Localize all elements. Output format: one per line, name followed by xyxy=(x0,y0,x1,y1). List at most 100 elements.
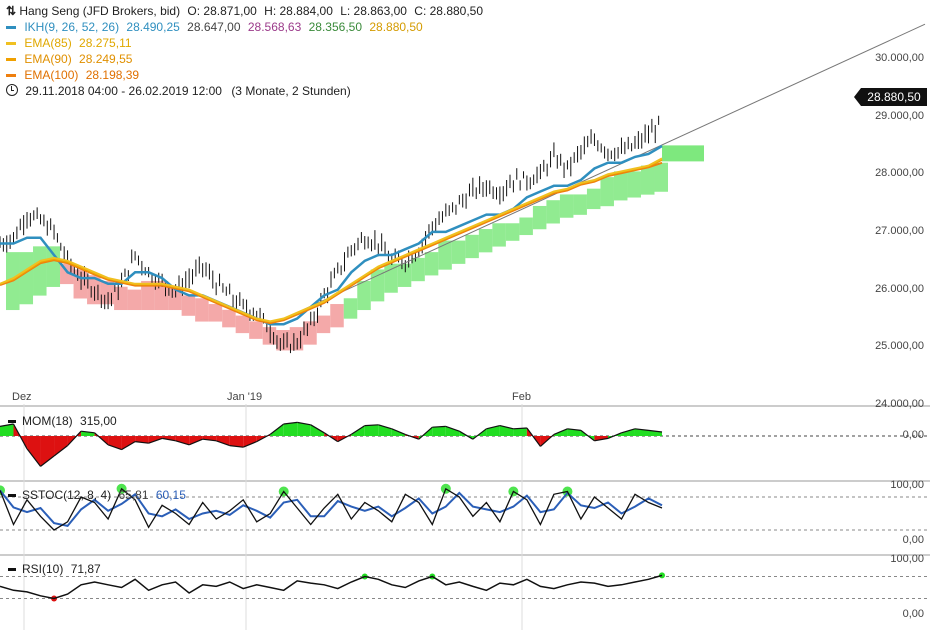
period-label: (3 Monate, 2 Stunden) xyxy=(231,84,351,98)
cloud-segment xyxy=(154,280,169,311)
stoch-pane xyxy=(0,483,930,531)
mom-line xyxy=(53,445,68,457)
cloud-segment xyxy=(357,280,371,311)
cloud-segment xyxy=(546,200,560,224)
mom-area xyxy=(445,426,460,436)
mom-area xyxy=(27,436,41,467)
y-tick-label: 27.000,00 xyxy=(875,224,924,237)
instrument-label: Hang Seng (JFD Brokers, bid) xyxy=(19,4,181,18)
mom-area xyxy=(121,436,136,450)
cloud-segment xyxy=(222,309,236,328)
mom-swatch-icon xyxy=(8,420,16,424)
mom-line xyxy=(364,424,379,427)
cloud-segment xyxy=(640,165,655,195)
cloud-segment xyxy=(235,315,250,334)
mom-line xyxy=(567,428,582,431)
series-line-ikh xyxy=(0,144,663,326)
sstoc-k-value: 65,81 xyxy=(118,488,149,502)
ema90-value: 28.249,55 xyxy=(79,52,133,66)
rsi-legend[interactable]: RSI(10) 71,87 xyxy=(8,562,101,576)
mom-line xyxy=(256,433,271,443)
ikh-label: IKH(9, 26, 52, 26) xyxy=(24,20,120,34)
sstoc-legend[interactable]: SSTOC(12, 8, 4) 65,81 60,15 xyxy=(8,488,186,502)
cloud-segment xyxy=(613,171,628,201)
mom-line xyxy=(297,421,311,426)
sstoc-swatch-icon xyxy=(8,494,16,498)
last-price-tag: 28.880,50 xyxy=(854,88,927,106)
cloud-segment xyxy=(478,229,493,253)
cloud-segment xyxy=(600,177,614,207)
mom-line xyxy=(148,437,163,444)
mom-label: MOM(18) xyxy=(22,414,73,428)
mom-line xyxy=(67,430,82,447)
cloud-segment xyxy=(303,321,317,345)
mom-area xyxy=(310,424,325,436)
mom-line xyxy=(621,428,636,434)
cloud-segment xyxy=(100,280,115,305)
mom-line xyxy=(323,432,339,443)
mom-line xyxy=(391,428,406,435)
mom-legend[interactable]: MOM(18) 315,00 xyxy=(8,414,117,428)
mom-line xyxy=(337,433,352,443)
ema100-swatch-icon xyxy=(6,74,16,78)
x-tick-label: Dez xyxy=(12,391,32,403)
sstoc-d-value: 60,15 xyxy=(155,488,186,502)
ikh-swatch-icon xyxy=(6,26,16,30)
mom-area xyxy=(40,436,55,467)
cloud-segment xyxy=(573,194,587,215)
legend-ema100[interactable]: EMA(100) 28.198,39 xyxy=(6,68,483,84)
legend-ema90[interactable]: EMA(90) 28.249,55 xyxy=(6,52,483,68)
cloud-segment xyxy=(397,263,412,287)
cloud-segment xyxy=(465,234,479,259)
mom-area xyxy=(364,424,379,436)
mom-area xyxy=(216,436,230,446)
mom-line xyxy=(432,425,446,428)
ema85-label: EMA(85) xyxy=(24,36,72,50)
cloud-segment xyxy=(289,327,304,351)
stoch-k-line xyxy=(0,487,663,531)
ohlc-close: C: 28.880,50 xyxy=(414,4,484,18)
sstoc-label: SSTOC(12, 8, 4) xyxy=(22,488,112,502)
mom-area xyxy=(378,424,392,436)
cloud-segment xyxy=(654,162,668,192)
y-tick-label: 30.000,00 xyxy=(875,51,924,64)
cloud-segment xyxy=(114,286,128,311)
mom-line xyxy=(459,430,474,440)
mom-line xyxy=(648,429,663,433)
mom-area xyxy=(175,436,190,445)
mom-line xyxy=(418,426,433,440)
rsi-label: RSI(10) xyxy=(22,562,64,576)
indicator-tick-label: 0,00 xyxy=(902,608,924,620)
cloud-segment xyxy=(424,252,439,276)
cloud-segment xyxy=(262,327,277,345)
mom-line xyxy=(634,428,649,431)
mom-line xyxy=(215,440,230,447)
x-tick-label: Feb xyxy=(512,391,531,403)
mom-line xyxy=(40,455,55,467)
ema90-label: EMA(90) xyxy=(24,52,72,66)
x-tick-label: Jan '19 xyxy=(227,391,263,403)
cloud-segment xyxy=(492,223,506,247)
cloud-segment xyxy=(73,269,88,299)
indicator-tick-label: 100,00 xyxy=(890,479,924,491)
cloud-segment xyxy=(330,304,344,328)
mom-line xyxy=(310,424,325,434)
mom-value: 315,00 xyxy=(80,414,117,428)
indicator-tick-label: 100,00 xyxy=(890,553,924,565)
mom-line xyxy=(540,433,555,447)
mom-line xyxy=(188,438,203,446)
mom-line xyxy=(350,425,366,435)
mom-area xyxy=(243,436,257,448)
legend-ema85[interactable]: EMA(85) 28.275,11 xyxy=(6,36,483,52)
rsi-line xyxy=(0,574,663,600)
mom-area xyxy=(108,436,122,450)
collapse-icon[interactable]: ⇅ xyxy=(6,4,17,18)
mom-area xyxy=(459,431,473,440)
legend-ikh[interactable]: IKH(9, 26, 52, 26) 28.490,25 28.647,00 2… xyxy=(6,20,483,36)
ema100-label: EMA(100) xyxy=(24,68,79,82)
y-tick-label: 26.000,00 xyxy=(875,282,924,295)
mom-line xyxy=(242,441,257,448)
mom-line xyxy=(229,445,244,448)
rsi-pane xyxy=(0,572,930,602)
mom-line xyxy=(107,444,122,451)
